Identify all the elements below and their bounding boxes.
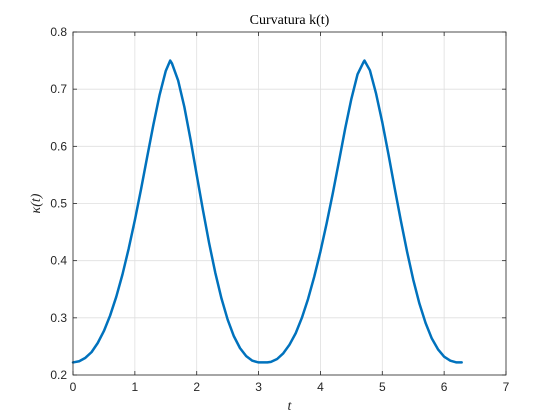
x-tick-label: 1	[132, 380, 139, 394]
x-tick-labels: 0 1 2 3 4 5 6 7	[70, 380, 510, 394]
curvature-series-line	[71, 59, 463, 364]
y-tick-label: 0.3	[50, 311, 67, 325]
x-axis-label: t	[288, 399, 293, 414]
y-tick-label: 0.7	[50, 82, 67, 96]
x-tick-label: 3	[255, 380, 262, 394]
y-axis-label: κ(t)	[29, 193, 44, 213]
y-tick-label: 0.4	[50, 254, 67, 268]
x-tick-label: 0	[70, 380, 77, 394]
chart-title: Curvatura k(t)	[250, 13, 330, 28]
y-tick-labels: 0.2 0.3 0.4 0.5 0.6 0.7 0.8	[50, 25, 67, 382]
x-tick-label: 7	[503, 380, 510, 394]
y-tick-label: 0.5	[50, 197, 67, 211]
y-tick-label: 0.8	[50, 25, 67, 39]
ticks	[72, 31, 507, 376]
x-tick-label: 6	[441, 380, 448, 394]
x-tick-label: 4	[317, 380, 324, 394]
y-tick-label: 0.2	[50, 368, 67, 382]
x-tick-label: 2	[193, 380, 200, 394]
x-tick-label: 5	[379, 380, 386, 394]
y-tick-label: 0.6	[50, 139, 67, 153]
